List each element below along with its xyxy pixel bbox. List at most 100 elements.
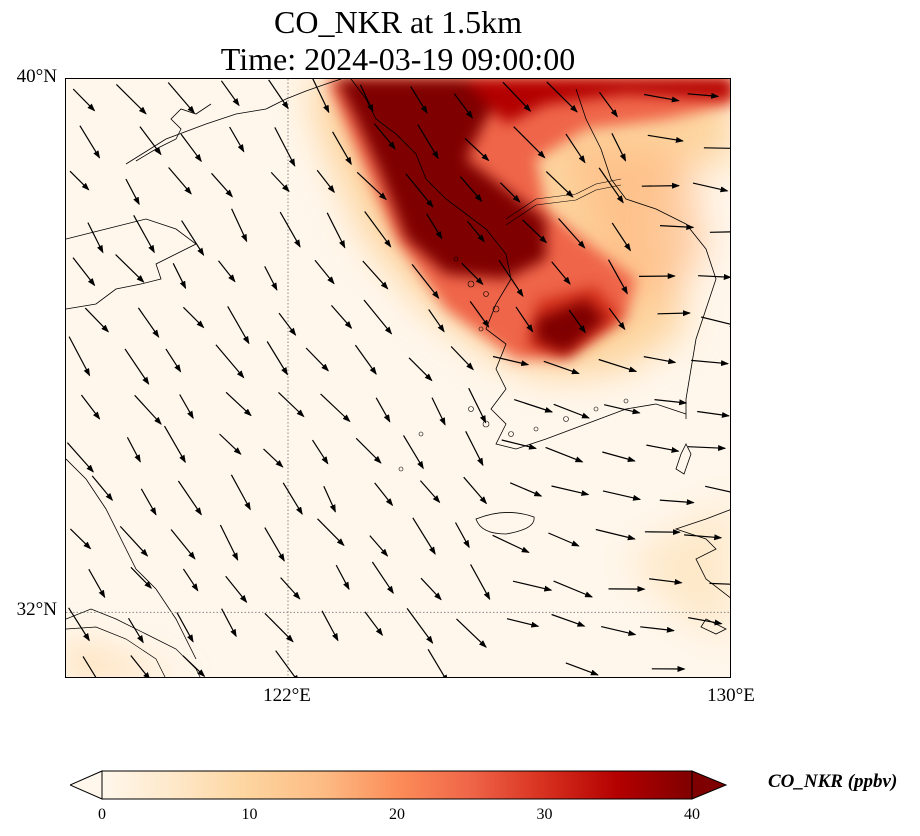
wind-arrow <box>640 626 675 633</box>
wind-arrow <box>264 612 294 643</box>
wind-arrow <box>453 93 473 119</box>
wind-arrow <box>330 305 353 329</box>
wind-arrow <box>469 301 490 328</box>
wind-arrow <box>598 358 638 373</box>
wind-arrow <box>607 259 628 295</box>
wind-arrow <box>275 650 300 677</box>
wind-arrow <box>646 444 680 453</box>
wind-arrow <box>374 482 394 507</box>
wind-arrow <box>412 517 436 555</box>
jeju-island <box>475 512 535 535</box>
colorbar <box>70 770 728 800</box>
colorbar-tick-label: 40 <box>684 806 700 823</box>
wind-arrow <box>553 403 590 419</box>
wind-arrow <box>221 608 237 638</box>
wind-arrow <box>543 360 580 375</box>
wind-arrow <box>364 211 392 248</box>
wind-arrow <box>220 80 240 107</box>
co-core <box>336 79 730 354</box>
wind-arrow <box>219 433 242 455</box>
wind-arrow <box>464 137 490 162</box>
wind-arrow <box>182 568 199 592</box>
wind-arrow <box>427 648 449 677</box>
wind-arrow <box>72 257 96 287</box>
wind-arrow <box>168 167 192 195</box>
wind-arrow <box>163 425 186 464</box>
wind-arrow <box>603 404 641 415</box>
wind-arrow <box>608 307 626 331</box>
wind-arrow <box>513 126 546 159</box>
wind-arrow <box>66 442 94 473</box>
wind-arrow <box>598 167 624 204</box>
wind-arrow <box>465 431 484 467</box>
wind-arrow <box>179 394 194 420</box>
china-coast-north <box>66 218 197 310</box>
wind-arrow <box>266 341 288 376</box>
wind-arrow <box>369 535 389 557</box>
wind-arrow <box>602 490 642 501</box>
wind-arrow <box>316 169 335 194</box>
wind-arrow <box>182 306 205 329</box>
wind-arrow <box>88 568 106 599</box>
tsushima-island <box>675 443 692 475</box>
liaodong-peninsula-coast <box>125 79 342 165</box>
wind-arrow <box>466 220 485 243</box>
wind-arrow <box>515 306 534 333</box>
wind-arrow <box>659 224 695 231</box>
wind-arrow <box>514 399 554 413</box>
wind-arrow <box>657 310 691 317</box>
wind-arrow <box>709 582 730 585</box>
wind-arrow <box>703 147 730 149</box>
wind-arrow <box>419 480 441 504</box>
wind-arrow <box>263 448 284 468</box>
wind-arrow <box>130 655 151 677</box>
china-coast-south <box>66 458 197 660</box>
wind-arrow <box>502 81 532 112</box>
wind-arrow <box>356 171 387 201</box>
wind-arrow <box>125 178 140 206</box>
colorbar-max-extend <box>691 770 728 800</box>
wind-arrow <box>709 231 730 233</box>
wind-arrow <box>79 125 101 159</box>
wind-arrow <box>225 575 248 603</box>
wind-arrow <box>553 580 594 598</box>
wind-arrow <box>551 261 571 285</box>
wind-arrow <box>405 173 434 208</box>
wind-arrow <box>426 213 443 240</box>
wind-arrow <box>595 528 636 541</box>
colorbar-min-extend <box>70 770 103 800</box>
wind-arrow <box>687 92 720 99</box>
wind-arrow <box>320 393 351 423</box>
wind-arrow <box>68 607 90 642</box>
wind-arrow <box>268 79 289 110</box>
wind-arrow <box>522 219 548 244</box>
wind-arrow <box>270 171 290 193</box>
wind-arrow <box>410 86 428 114</box>
wind-arrow <box>274 127 296 167</box>
wind-arrow <box>180 133 202 163</box>
wind-arrow <box>551 613 586 627</box>
wind-arrow <box>119 525 149 557</box>
wind-arrow <box>227 306 250 345</box>
wind-arrow <box>225 391 252 417</box>
wind-arrow <box>282 482 303 515</box>
wind-arrow <box>402 435 424 470</box>
wind-arrow <box>565 133 586 164</box>
wind-arrow <box>170 529 196 560</box>
wind-arrow <box>558 218 586 249</box>
wind-arrow <box>130 566 152 589</box>
wind-arrow <box>321 610 339 642</box>
wind-arrow <box>218 260 236 283</box>
wind-arrow <box>317 518 345 547</box>
korea-dmz-line-2 <box>505 184 622 226</box>
wind-arrow <box>279 211 301 248</box>
coastlines <box>66 79 730 677</box>
wind-arrow <box>363 299 393 335</box>
lat-tick-label: 40°N <box>16 66 57 87</box>
wind-arrow <box>408 357 433 382</box>
wind-arrow <box>211 172 233 198</box>
wind-arrow <box>323 485 336 513</box>
map-panel <box>65 78 731 678</box>
wind-arrow <box>87 222 104 254</box>
wind-arrow <box>601 626 637 636</box>
